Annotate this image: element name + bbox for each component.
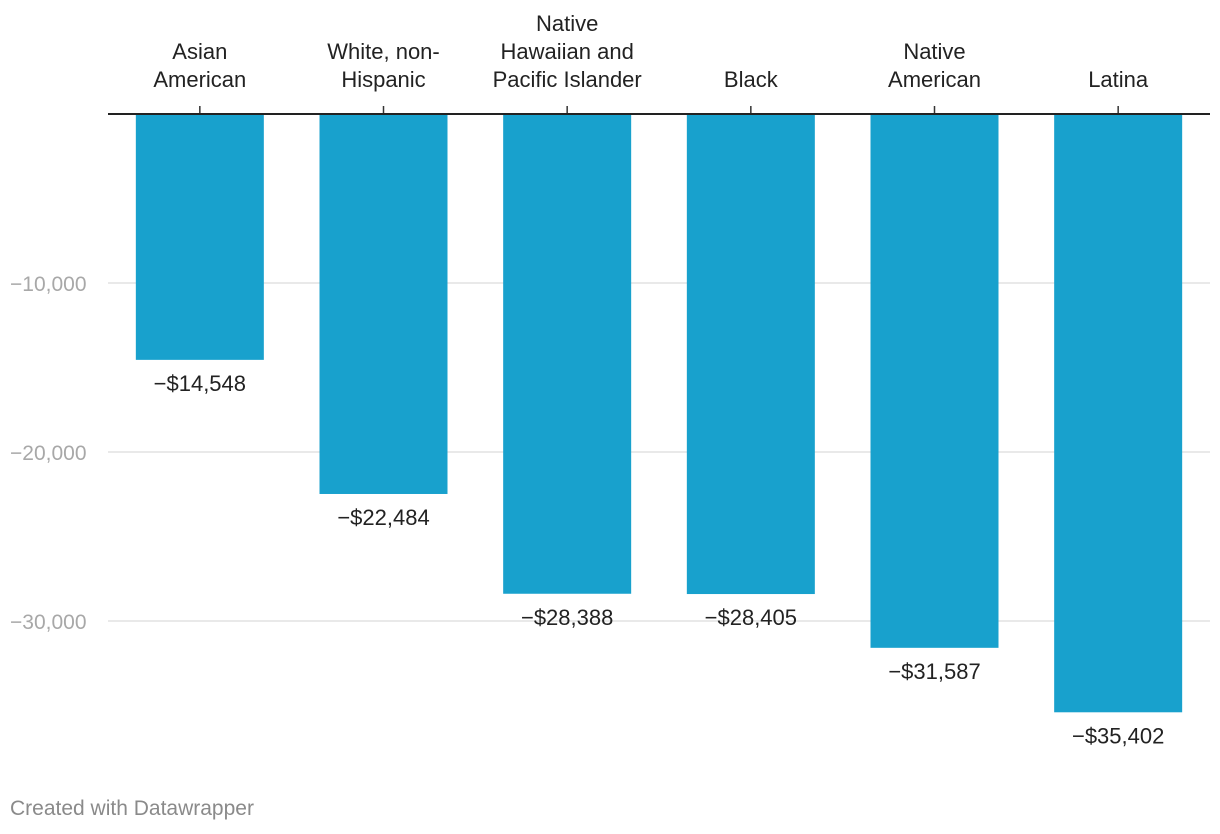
value-label: −$28,388 — [521, 605, 613, 630]
category-label-line: Pacific Islander — [493, 67, 642, 92]
category-label: White, non- Hispanic — [327, 39, 440, 92]
category-label-line: Latina — [1088, 67, 1149, 92]
category-label-line: Native — [903, 39, 965, 64]
value-labels: −$14,548 −$22,484 −$28,388 −$28,405 −$31,587… — [154, 371, 1165, 748]
category-label-line: Asian — [172, 39, 227, 64]
y-tick-label: −30,000 — [10, 611, 87, 634]
category-label-line: American — [888, 67, 981, 92]
category-label-line: Native — [536, 11, 598, 36]
value-label: −$14,548 — [154, 371, 246, 396]
category-label-line: Black — [724, 67, 779, 92]
category-label: Asian American — [153, 39, 246, 92]
category-label: Native Hawaiian and Pacific Islander — [493, 11, 642, 92]
bar — [1054, 114, 1183, 713]
value-label: −$22,484 — [337, 505, 429, 530]
gridlines — [108, 282, 1210, 622]
bar — [686, 114, 815, 595]
category-label-line: White, non- — [327, 39, 440, 64]
category-label-line: American — [153, 67, 246, 92]
value-label: −$35,402 — [1072, 723, 1164, 748]
y-tick-label: −20,000 — [10, 442, 87, 465]
bar — [870, 114, 999, 648]
value-label: −$28,405 — [705, 605, 797, 630]
category-axis — [108, 106, 1210, 115]
category-labels: Asian American White, non- Hispanic Native Ha… — [153, 11, 1149, 92]
bars — [135, 114, 1183, 713]
y-axis-tick-labels: −10,000 −20,000 −30,000 — [10, 273, 87, 634]
bar — [135, 114, 264, 360]
credit-text: Created with Datawrapper — [10, 797, 254, 820]
y-tick-label: −10,000 — [10, 273, 87, 296]
category-label: Latina — [1088, 67, 1149, 92]
value-label: −$31,587 — [888, 659, 980, 684]
bar — [319, 114, 448, 494]
category-label-line: Hawaiian and — [501, 39, 634, 64]
category-label: Black — [724, 67, 779, 92]
category-label: Native American — [888, 39, 981, 92]
bar — [503, 114, 632, 594]
category-label-line: Hispanic — [341, 67, 425, 92]
